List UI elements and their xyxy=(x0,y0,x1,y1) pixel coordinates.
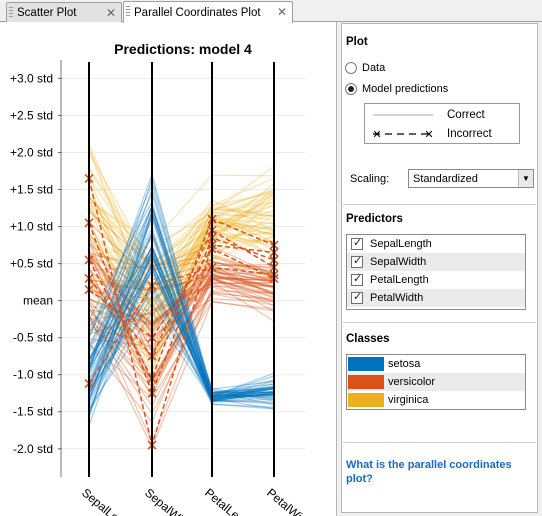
plot-section-title: Plot xyxy=(346,36,368,48)
predictor-label: SepalWidth xyxy=(370,256,426,268)
y-tick-label: -1.0 std xyxy=(13,368,53,382)
tab-grip-icon xyxy=(9,7,13,19)
predictor-item-sepalwidth[interactable]: SepalWidth xyxy=(347,253,525,271)
scaling-value: Standardized xyxy=(413,173,478,185)
class-item-setosa[interactable]: setosa xyxy=(347,355,525,373)
tab-label: Parallel Coordinates Plot xyxy=(134,7,261,19)
predictor-item-petallength[interactable]: PetalLength xyxy=(347,271,525,289)
radio-label: Model predictions xyxy=(362,83,448,95)
y-tick-labels: +3.0 std +2.5 std +2.0 std +1.5 std +1.0 std… xyxy=(10,71,53,455)
color-swatch[interactable] xyxy=(348,393,384,407)
y-tick-label: -2.0 std xyxy=(13,442,53,456)
x-axis-label: SepalLength xyxy=(79,486,140,516)
radio-button[interactable] xyxy=(345,83,357,95)
y-tick-label: +1.0 std xyxy=(10,220,53,234)
radio-button[interactable] xyxy=(345,62,357,74)
y-tick-label: -1.5 std xyxy=(13,405,53,419)
class-label: virginica xyxy=(388,394,428,406)
checkbox[interactable] xyxy=(351,256,363,268)
tab-grip-icon xyxy=(126,6,130,18)
predictor-item-sepallength[interactable]: SepalLength xyxy=(347,235,525,253)
y-tick-label: -0.5 std xyxy=(13,331,53,345)
line-style-legend: ✕ ✕ Correct Incorrect xyxy=(364,103,520,144)
y-tick-label: +0.5 std xyxy=(10,257,53,271)
class-label: setosa xyxy=(388,358,420,370)
color-swatch[interactable] xyxy=(348,375,384,389)
y-tick-label: +3.0 std xyxy=(10,71,53,85)
legend-correct-label: Correct xyxy=(447,109,485,121)
x-axis-labels: SepalLength SepalWidth PetalLength PetalWid… xyxy=(79,486,317,516)
legend-incorrect-label: Incorrect xyxy=(447,128,492,140)
divider xyxy=(343,442,536,443)
options-panel: Plot Data Model predictions ✕ ✕ Correct … xyxy=(341,23,538,513)
class-label: versicolor xyxy=(388,376,435,388)
tab-scatter-plot[interactable]: Scatter Plot ✕ xyxy=(6,2,122,22)
plot-pane: Predictions: model 4 +3.0 std +2.5 std +2.… xyxy=(0,22,337,516)
divider xyxy=(343,322,536,323)
parallel-coordinates-chart[interactable]: Predictions: model 4 +3.0 std +2.5 std +2.… xyxy=(0,22,337,516)
checkbox[interactable] xyxy=(351,238,363,250)
x-axis-label: PetalLength xyxy=(202,486,260,516)
radio-data[interactable]: Data xyxy=(345,62,385,74)
x-marker-icon: ✕ xyxy=(372,129,381,141)
y-tick-label: +2.5 std xyxy=(10,108,53,122)
predictor-item-petalwidth[interactable]: PetalWidth xyxy=(347,289,525,307)
predictor-label: PetalWidth xyxy=(370,292,423,304)
y-tick-label: +2.0 std xyxy=(10,145,53,159)
y-tick-label: +1.5 std xyxy=(10,183,53,197)
tab-parallel-coordinates-plot[interactable]: Parallel Coordinates Plot ✕ xyxy=(123,1,293,23)
close-icon[interactable]: ✕ xyxy=(106,6,116,20)
radio-label: Data xyxy=(362,62,385,74)
tab-strip: Scatter Plot ✕ Parallel Coordinates Plot… xyxy=(0,0,542,22)
divider xyxy=(343,204,536,205)
chart-title: Predictions: model 4 xyxy=(114,41,252,57)
chevron-down-icon[interactable]: ▼ xyxy=(518,170,533,187)
x-marker-icon: ✕ xyxy=(424,129,433,141)
checkbox[interactable] xyxy=(351,274,363,286)
color-swatch[interactable] xyxy=(348,357,384,371)
classes-list[interactable]: setosa versicolor virginica xyxy=(346,354,526,410)
close-icon[interactable]: ✕ xyxy=(277,5,287,19)
radio-model-predictions[interactable]: Model predictions xyxy=(345,83,448,95)
help-link[interactable]: What is the parallel coordinates plot? xyxy=(346,458,531,486)
class-item-virginica[interactable]: virginica xyxy=(347,391,525,409)
checkbox[interactable] xyxy=(351,292,363,304)
scaling-dropdown[interactable]: Standardized ▼ xyxy=(408,169,534,188)
class-item-versicolor[interactable]: versicolor xyxy=(347,373,525,391)
predictors-list[interactable]: SepalLength SepalWidth PetalLength Petal… xyxy=(346,234,526,310)
scaling-label: Scaling: xyxy=(350,173,389,185)
tab-label: Scatter Plot xyxy=(17,7,76,19)
predictors-section-title: Predictors xyxy=(346,213,403,225)
x-axis-label: SepalWidth xyxy=(142,486,198,516)
y-tick-label: mean xyxy=(23,294,53,308)
classes-section-title: Classes xyxy=(346,333,389,345)
predictor-label: SepalLength xyxy=(370,238,432,250)
predictor-label: PetalLength xyxy=(370,274,429,286)
x-axis-label: PetalWidth xyxy=(264,486,317,516)
